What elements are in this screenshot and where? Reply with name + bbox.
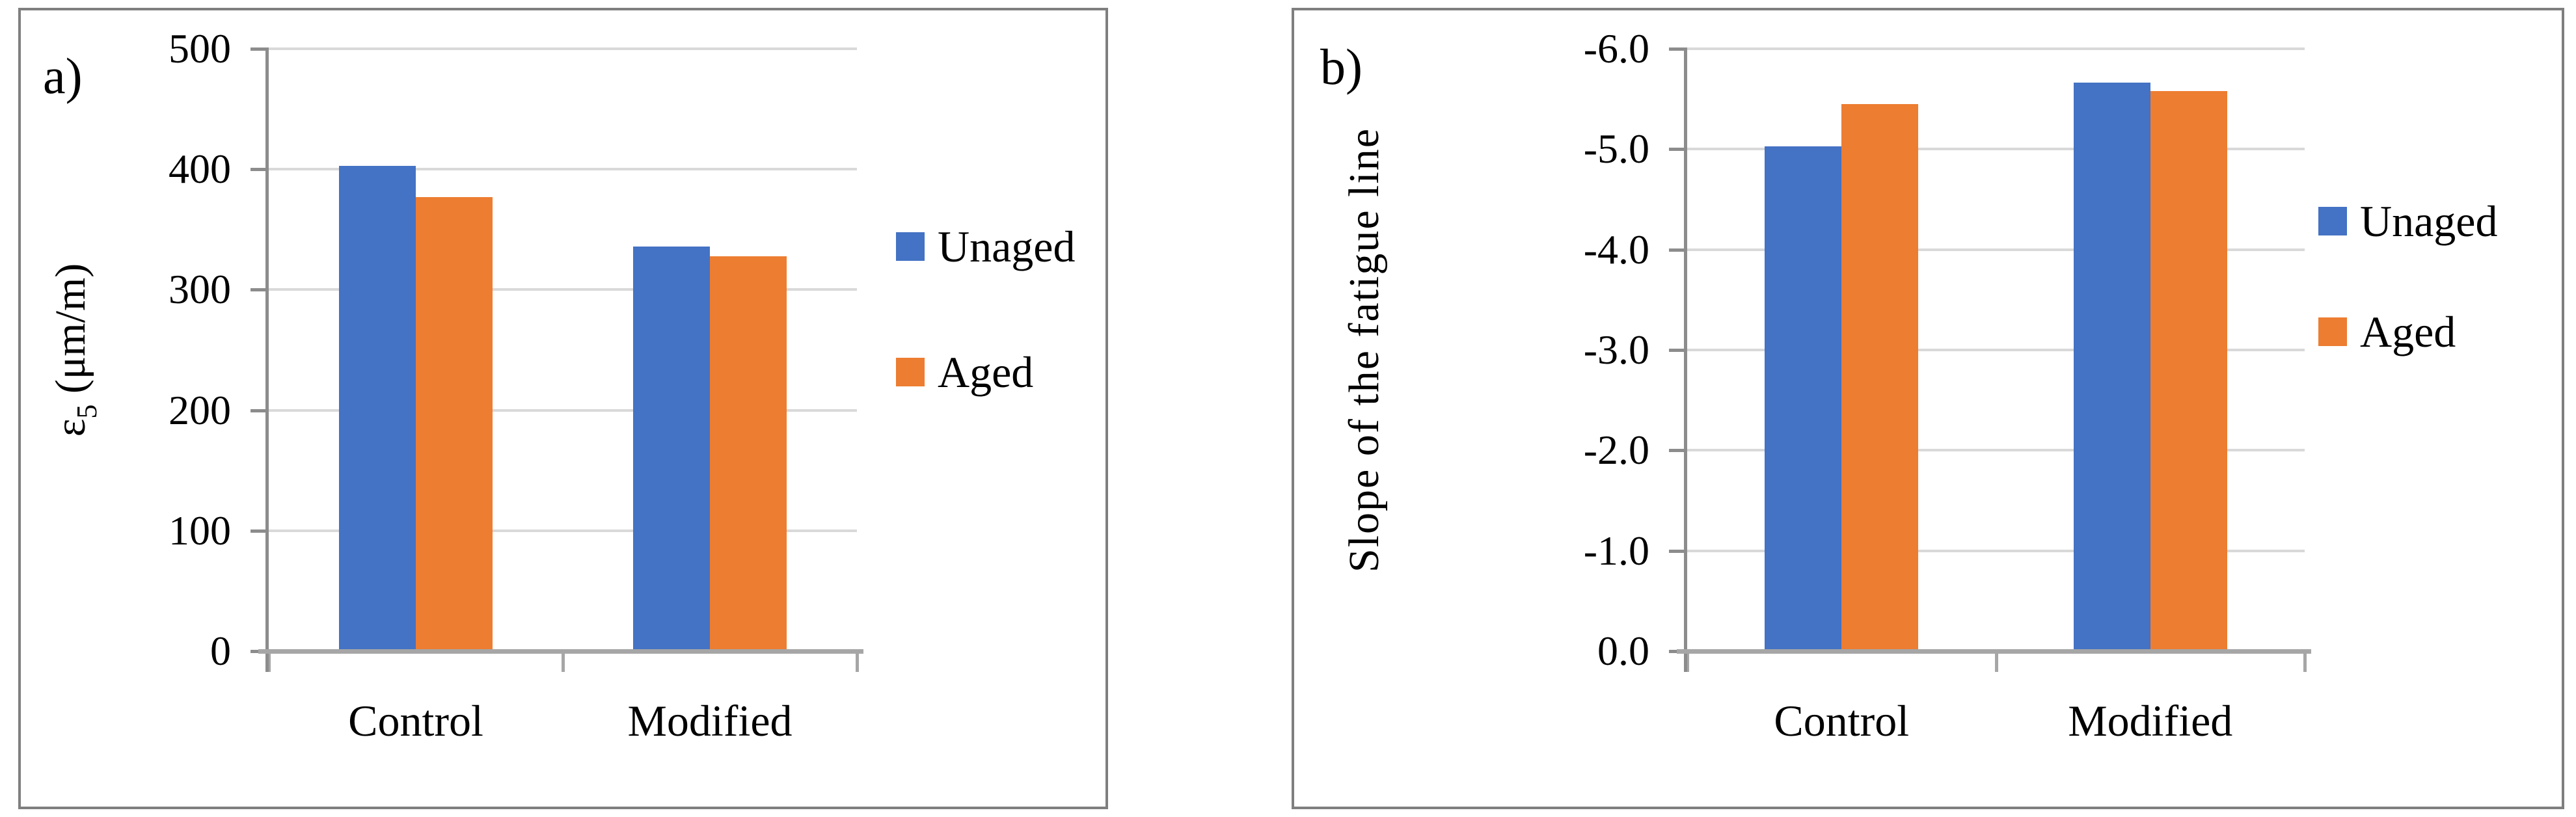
gridline bbox=[269, 408, 857, 412]
y-axis-line bbox=[1684, 47, 1687, 672]
y-axis-tick bbox=[251, 408, 269, 412]
y-axis-tick bbox=[251, 168, 269, 172]
legend-item-unaged-a: Unaged bbox=[896, 224, 1075, 269]
y-axis-tick bbox=[1669, 549, 1687, 553]
y-tick-label: -4.0 bbox=[1583, 226, 1649, 273]
y-axis-tick bbox=[251, 288, 269, 292]
unaged-swatch bbox=[896, 232, 925, 261]
gridline bbox=[1687, 148, 2305, 151]
category-tick bbox=[267, 654, 271, 672]
unaged-swatch bbox=[2318, 207, 2347, 235]
category-tick bbox=[856, 654, 859, 672]
x-axis-line bbox=[1677, 649, 2311, 654]
bar-aged-control bbox=[416, 196, 493, 651]
category-tick bbox=[2303, 654, 2307, 672]
y-tick-label: -2.0 bbox=[1583, 427, 1649, 474]
y-axis-line bbox=[265, 47, 269, 672]
gridline bbox=[1687, 349, 2305, 351]
legend-item-unaged-b: Unaged bbox=[2318, 199, 2497, 243]
gridline bbox=[1687, 47, 2305, 50]
panel-b-y-axis-title: Slope of the fatigue line bbox=[1340, 127, 1388, 573]
y-axis-tick bbox=[1669, 349, 1687, 352]
legend-item-aged-a: Aged bbox=[896, 350, 1033, 394]
y-tick-label: -6.0 bbox=[1583, 25, 1649, 72]
y-tick-label: -5.0 bbox=[1583, 126, 1649, 172]
bar-aged-modified bbox=[2150, 90, 2227, 651]
y-axis-tick bbox=[251, 47, 269, 51]
legend-label-unaged: Unaged bbox=[2360, 196, 2498, 246]
y-axis-tick bbox=[1669, 449, 1687, 453]
gridline bbox=[269, 288, 857, 291]
y-axis-tick bbox=[251, 529, 269, 533]
y-axis-tick bbox=[1669, 47, 1687, 51]
y-axis-tick bbox=[1669, 148, 1687, 152]
gridline bbox=[269, 168, 857, 171]
aged-swatch bbox=[2318, 317, 2347, 346]
gridline bbox=[1687, 549, 2305, 552]
plot-area-a: Control Modified 0 100 200 300 400 500 bbox=[169, 28, 863, 743]
category-tick bbox=[562, 654, 565, 672]
gridline bbox=[269, 47, 857, 50]
panel-a: a) ε5 (μm/m) Control Modified 0 100 200 300 40… bbox=[18, 8, 1108, 809]
gridline bbox=[269, 529, 857, 532]
y-tick-label: 400 bbox=[169, 146, 231, 193]
category-tick bbox=[1686, 654, 1689, 672]
panel-b-label: b) bbox=[1320, 38, 1363, 95]
category-label-control: Control bbox=[1774, 696, 1910, 745]
y-tick-label: 200 bbox=[169, 386, 231, 433]
y-tick-label: -1.0 bbox=[1583, 527, 1649, 574]
bar-aged-control bbox=[1841, 103, 1919, 651]
x-axis-line bbox=[258, 649, 863, 654]
bar-unaged-modified bbox=[633, 246, 710, 651]
y-tick-label: 0 bbox=[210, 628, 231, 674]
legend-label-aged: Aged bbox=[938, 347, 1034, 397]
panel-a-label: a) bbox=[43, 47, 83, 104]
y-tick-label: -3.0 bbox=[1583, 327, 1649, 373]
bar-aged-modified bbox=[710, 256, 787, 651]
category-label-modified: Modified bbox=[2068, 696, 2233, 745]
bar-unaged-control bbox=[339, 165, 416, 651]
y-axis-tick bbox=[1669, 248, 1687, 252]
legend-label-aged: Aged bbox=[2360, 307, 2456, 356]
y-tick-label: 300 bbox=[169, 266, 231, 313]
category-label-modified: Modified bbox=[627, 696, 793, 745]
y-tick-label: 500 bbox=[169, 25, 231, 72]
panel-b: b) Slope of the fatigue line Control Modi… bbox=[1292, 8, 2564, 809]
bar-unaged-modified bbox=[2073, 83, 2150, 651]
legend-label-unaged: Unaged bbox=[938, 222, 1076, 271]
gridline bbox=[1687, 449, 2305, 452]
gridline bbox=[1687, 248, 2305, 251]
plot-area-b: Control Modified 0.0 -1.0 -2.0 -3.0 -4.0 -5.0 -6… bbox=[1584, 28, 2311, 743]
aged-swatch bbox=[896, 358, 925, 386]
y-tick-label: 100 bbox=[169, 507, 231, 554]
y-tick-label: 0.0 bbox=[1597, 628, 1649, 674]
bar-unaged-control bbox=[1765, 146, 1842, 651]
category-label-control: Control bbox=[348, 696, 483, 745]
legend-item-aged-b: Aged bbox=[2318, 310, 2456, 354]
category-tick bbox=[1994, 654, 1998, 672]
